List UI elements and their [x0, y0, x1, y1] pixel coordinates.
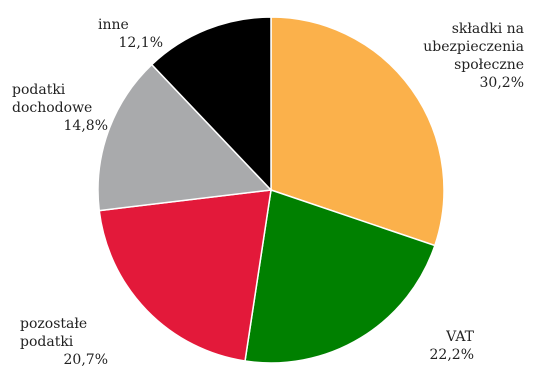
pie-slices	[97, 16, 445, 364]
slice-label-3-line-1: dochodowe	[12, 100, 92, 116]
slice-value-label-1: 22,2%	[430, 347, 474, 363]
pie-slice-4	[150, 16, 272, 192]
pie-slice-2	[98, 189, 272, 362]
pie-labels: składki na ubezpieczenia społeczne 30,2% VAT…	[12, 17, 524, 368]
slice-label-2-line-1: podatki	[20, 334, 74, 350]
pie-slice-1	[244, 189, 436, 364]
slice-label-0-line-2: społeczne	[454, 57, 524, 73]
slice-label-0-line-1: ubezpieczenia	[423, 39, 524, 55]
slice-value-label-4: 12,1%	[119, 35, 163, 51]
slice-label-0-line-0: składki na	[452, 21, 524, 37]
slice-label-4-line-0: inne	[98, 17, 129, 33]
slice-label-1-line-0: VAT	[445, 329, 475, 345]
slice-label-2-line-0: pozostałe	[20, 316, 87, 332]
slice-value-label-2: 20,7%	[64, 352, 108, 367]
slice-value-label-3: 14,8%	[64, 118, 108, 134]
slice-value-label-0: 30,2%	[480, 75, 524, 91]
pie-slice-0	[270, 16, 445, 247]
slice-label-3-line-0: podatki	[12, 82, 66, 98]
pie-slice-3	[97, 63, 273, 212]
